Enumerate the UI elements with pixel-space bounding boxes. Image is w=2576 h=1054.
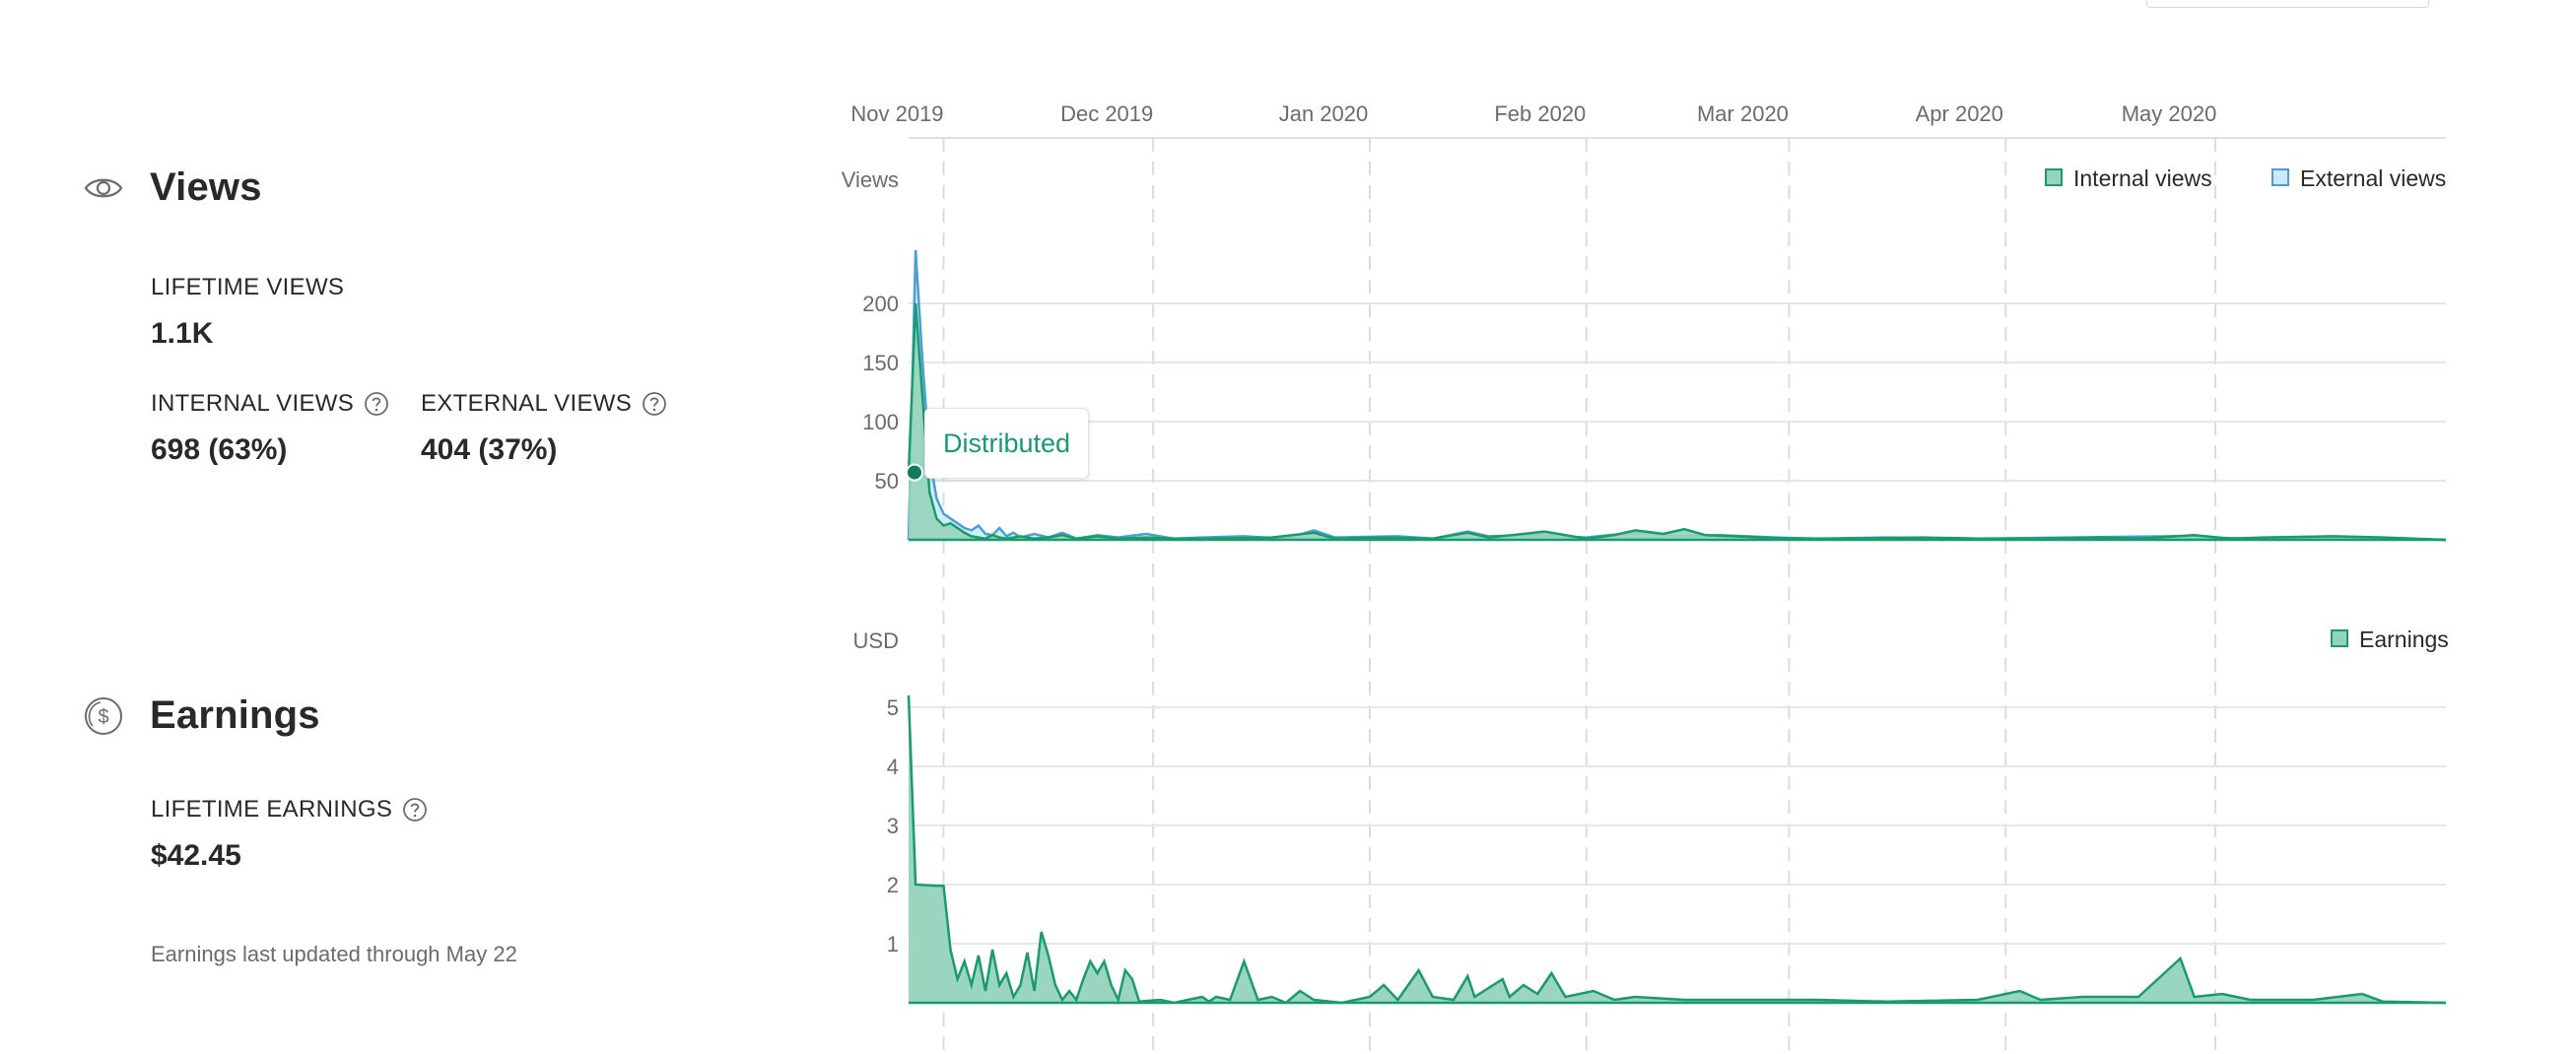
svg-text:$: $ — [98, 706, 108, 728]
earnings-y-axis-label: USD — [853, 628, 899, 653]
internal-views-label: INTERNAL VIEWS — [151, 390, 389, 418]
internal-views-value: 698 (63%) — [151, 433, 288, 466]
views-y-axis-label: Views — [842, 167, 899, 192]
help-icon[interactable] — [402, 797, 428, 823]
earnings-y-tick-label: 3 — [887, 814, 899, 838]
lifetime-earnings-value: $42.45 — [151, 839, 241, 872]
views-y-tick-label: 50 — [875, 469, 899, 494]
earnings-y-tick-label: 5 — [887, 695, 899, 720]
help-icon[interactable] — [642, 391, 667, 417]
x-tick-label: Jan 2020 — [1279, 101, 1369, 126]
legend-internal-label: Internal views — [2073, 165, 2212, 191]
earnings-y-tick-label: 4 — [887, 755, 899, 779]
views-y-tick-label: 200 — [862, 292, 899, 316]
legend-external-label: External views — [2300, 165, 2446, 191]
x-tick-label: Dec 2019 — [1060, 101, 1153, 126]
x-tick-label: Mar 2020 — [1697, 101, 1789, 126]
lifetime-views-label: LIFETIME VIEWS — [151, 274, 344, 301]
views-title: Views — [150, 165, 262, 209]
external-views-value: 404 (37%) — [421, 433, 558, 466]
earnings-y-tick-label: 1 — [887, 932, 899, 956]
views-y-tick-label: 150 — [862, 351, 899, 375]
date-range-select[interactable] — [2146, 0, 2429, 8]
eye-icon — [84, 178, 123, 197]
earnings-header: $ Earnings — [83, 693, 320, 738]
lifetime-earnings-label: LIFETIME EARNINGS — [151, 796, 428, 823]
legend-internal-swatch — [2045, 168, 2063, 186]
lifetime-earnings-label-text: LIFETIME EARNINGS — [151, 796, 393, 823]
legend-earnings-label: Earnings — [2359, 626, 2449, 652]
external-views-label: EXTERNAL VIEWS — [421, 390, 667, 418]
external-views-label-text: EXTERNAL VIEWS — [421, 390, 633, 417]
earnings-line — [907, 694, 2447, 1005]
distributed-marker — [906, 463, 923, 482]
earnings-updated-note: Earnings last updated through May 22 — [151, 942, 517, 966]
earnings-y-tick-label: 2 — [887, 873, 899, 897]
views-y-tick-label: 100 — [862, 410, 899, 434]
views-header: Views — [83, 165, 262, 210]
x-tick-label: Apr 2020 — [1916, 101, 2003, 126]
dollar-coin-icon: $ — [85, 696, 122, 735]
distributed-tooltip: Distributed — [924, 408, 1090, 479]
internal-views-label-text: INTERNAL VIEWS — [151, 390, 355, 417]
x-tick-label: Feb 2020 — [1494, 101, 1586, 126]
earnings-title: Earnings — [150, 693, 320, 737]
lifetime-views-label-text: LIFETIME VIEWS — [151, 274, 345, 300]
help-icon[interactable] — [364, 391, 389, 417]
legend-external-swatch — [2271, 168, 2289, 186]
x-tick-label: Nov 2019 — [850, 101, 943, 126]
x-tick-label: May 2020 — [2122, 101, 2217, 126]
legend-earnings-swatch — [2331, 629, 2348, 647]
lifetime-views-value: 1.1K — [151, 317, 214, 350]
